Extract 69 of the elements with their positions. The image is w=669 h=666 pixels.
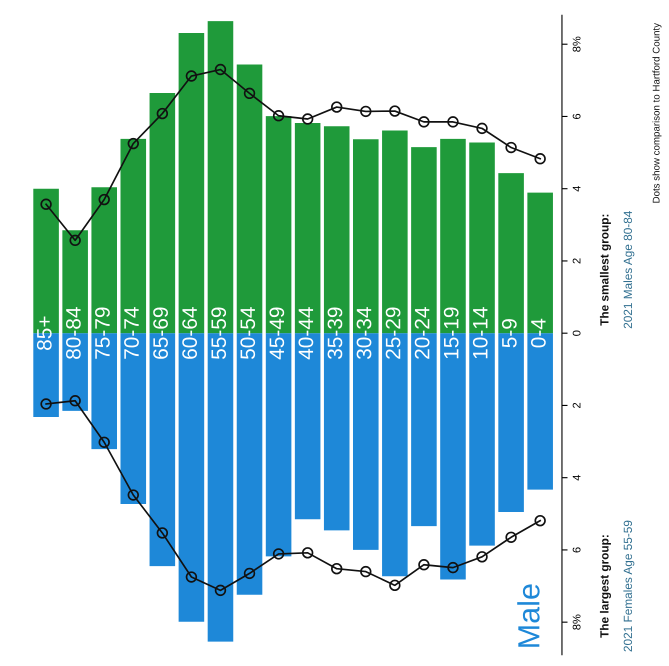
point (331, 563, 342, 574)
x-tick-label: 85+ (36, 316, 52, 350)
x-tick-label: 10-14 (472, 307, 488, 358)
y-tick-label: 2 (572, 258, 580, 264)
point (476, 122, 488, 134)
x-tick-label: 80-84 (66, 307, 81, 359)
point (302, 547, 314, 559)
point (69, 234, 81, 246)
point (214, 64, 226, 76)
text: 2021 Males Age 80-84 (623, 211, 634, 328)
point (128, 138, 139, 150)
y-tick-label: 4 (572, 474, 580, 481)
point (389, 580, 401, 592)
x-tick-label: 50-54 (240, 307, 256, 359)
point (389, 105, 401, 117)
point (360, 566, 372, 578)
point (302, 113, 314, 125)
y-tick-label: 6 (572, 114, 581, 119)
y-tick-label: 2 (572, 402, 580, 408)
y-tick-label: 8% (572, 36, 581, 52)
x-tick-label: 70-74 (124, 307, 139, 359)
text: The smallest group: (600, 214, 611, 326)
x-tick-label: 5-9 (502, 319, 517, 348)
point (272, 110, 284, 122)
y-tick-label: 8% (572, 614, 581, 630)
point (98, 436, 110, 448)
point (505, 532, 517, 543)
point (534, 514, 546, 526)
point (156, 108, 168, 120)
x-tick-label: 65-69 (153, 308, 168, 359)
y-tick-label: 6 (572, 547, 581, 552)
x-tick-label: 0-4 (531, 318, 546, 348)
point (360, 106, 372, 118)
point (186, 70, 198, 82)
x-tick-label: 40-44 (298, 307, 314, 360)
y-tick-label: 4 (572, 186, 580, 192)
point (505, 142, 517, 154)
text: 2021 Females Age 55-59 (623, 520, 634, 652)
x-tick-label: 75-79 (95, 308, 110, 359)
point (418, 559, 430, 570)
point (534, 153, 546, 164)
point (272, 548, 284, 560)
point (214, 584, 226, 596)
x-tick-label: 45-49 (269, 308, 284, 360)
point (186, 571, 198, 583)
point (447, 116, 459, 128)
text: The largest group: (600, 535, 611, 638)
point (98, 194, 110, 206)
point (128, 489, 139, 501)
point (476, 551, 488, 562)
point (447, 562, 459, 574)
point (40, 398, 52, 410)
point (418, 116, 430, 128)
y-tick-label: 0 (572, 330, 581, 336)
point (69, 395, 81, 406)
x-tick-label: 20-24 (414, 307, 430, 359)
point (331, 101, 342, 113)
x-tick-label: 25-29 (386, 308, 400, 359)
point (40, 198, 52, 210)
x-tick-label: 35-39 (328, 308, 342, 360)
x-tick-label: 15-19 (444, 308, 459, 358)
point (244, 568, 256, 580)
x-tick-label: 60-64 (182, 307, 197, 359)
text: Dots show comparison to Hartford County (652, 22, 662, 203)
text: Male (517, 584, 540, 647)
x-tick-label: 55-59 (211, 308, 226, 359)
point (244, 88, 256, 100)
x-tick-label: 30-34 (356, 307, 372, 360)
point (156, 527, 168, 539)
